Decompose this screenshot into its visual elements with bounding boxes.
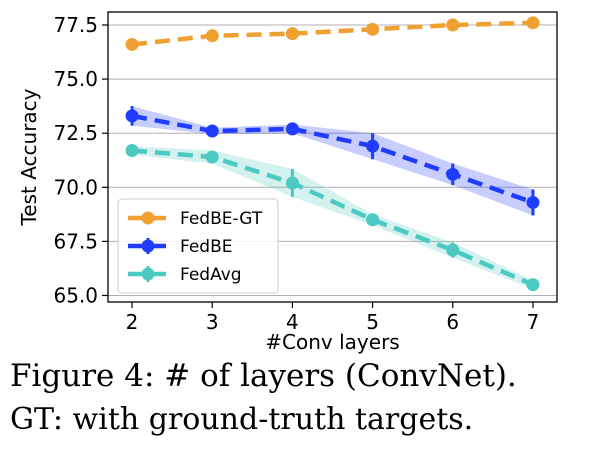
plot-frame: [107, 11, 558, 303]
y-tick-label: 77.5: [53, 13, 98, 37]
legend-item: FedAvg: [128, 265, 242, 285]
legend: FedBE-GT FedBE FedAvg: [117, 198, 279, 294]
data-point: [446, 18, 460, 32]
data-point: [285, 176, 299, 190]
y-axis-label: Test Accuracy: [17, 88, 41, 226]
data-point: [125, 144, 139, 158]
x-ticks: 2 3 4 5 6 7: [126, 302, 540, 334]
legend-marker: [141, 267, 155, 281]
data-point: [526, 278, 540, 292]
data-point: [205, 150, 219, 164]
data-point: [205, 29, 219, 43]
error-bands: [132, 106, 533, 290]
y-tick-label: 72.5: [53, 121, 98, 145]
error-band: [132, 106, 533, 216]
x-tick-label: 2: [126, 310, 139, 334]
legend-label: FedAvg: [180, 265, 242, 285]
x-tick-label: 6: [446, 310, 459, 334]
data-point: [205, 124, 219, 138]
data-point: [366, 213, 380, 227]
data-point: [446, 167, 460, 181]
y-tick-label: 65.0: [53, 284, 98, 308]
series-fedbe: [125, 106, 540, 216]
y-tick-label: 67.5: [53, 229, 98, 253]
legend-marker: [141, 211, 155, 225]
legend-label: FedBE-GT: [180, 209, 263, 229]
legend-box: [117, 198, 279, 294]
series-fedbe-gt: [125, 16, 540, 51]
x-tick-label: 3: [206, 310, 219, 334]
legend-item: FedBE: [128, 237, 233, 257]
data-point: [125, 109, 139, 123]
figure-caption-note: GT: with ground-truth targets.: [10, 402, 474, 437]
x-axis-label: #Conv layers: [265, 330, 399, 354]
line-chart: 2 3 4 5 6 7 65.0 67.5 70.0 72.5 75.0 77.5 #Conv la…: [17, 11, 558, 354]
data-point: [285, 27, 299, 41]
x-tick-label: 4: [286, 310, 299, 334]
x-tick-label: 5: [366, 310, 379, 334]
legend-label: FedBE: [180, 237, 233, 257]
data-point: [526, 16, 540, 30]
series-fedavg: [125, 144, 540, 292]
y-tick-label: 70.0: [53, 175, 98, 199]
series-lines: [125, 16, 540, 292]
data-point: [285, 122, 299, 136]
y-ticks: 65.0 67.5 70.0 72.5 75.0 77.5: [53, 13, 108, 308]
data-point: [366, 22, 380, 36]
legend-item: FedBE-GT: [128, 209, 263, 229]
legend-marker: [141, 239, 155, 253]
data-point: [446, 243, 460, 257]
y-tick-label: 75.0: [53, 67, 98, 91]
series-line: [131, 148, 534, 287]
data-point: [366, 139, 380, 153]
figure-caption: Figure 4: # of layers (ConvNet).: [10, 358, 517, 394]
series-line: [131, 20, 534, 47]
x-tick-label: 7: [527, 310, 540, 334]
data-point: [125, 37, 139, 51]
data-point: [526, 195, 540, 209]
